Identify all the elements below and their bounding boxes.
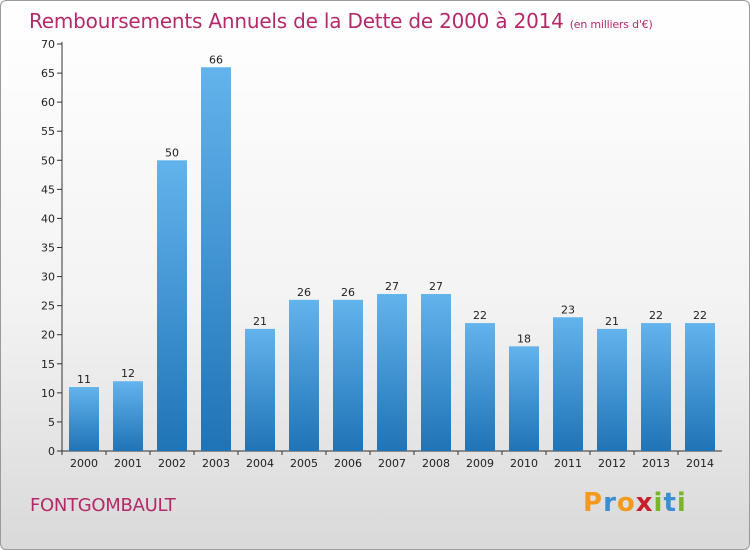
y-tick-label: 0	[48, 445, 55, 458]
x-axis: 2000 2001 2002 2003 2004 2005 2006 2007 2008 2009…	[61, 450, 722, 470]
bar	[201, 67, 231, 451]
x-tick-label: 2007	[378, 457, 406, 470]
y-tick-label: 70	[41, 38, 55, 51]
bar-value-label: 21	[605, 315, 619, 328]
bar-value-label: 66	[209, 53, 223, 66]
y-tick-label: 10	[41, 387, 55, 400]
bar	[333, 299, 363, 451]
bar	[157, 160, 187, 452]
x-tick-label: 2004	[246, 457, 274, 470]
commune-name: FONTGOMBAULT	[30, 495, 176, 516]
bar-value-label: 21	[253, 315, 267, 328]
x-tick-label: 2000	[70, 457, 98, 470]
y-tick-label: 30	[41, 271, 55, 284]
y-tick-label: 45	[41, 183, 55, 196]
bar	[465, 323, 495, 451]
bar-value-label: 27	[429, 280, 443, 293]
y-tick-label: 60	[41, 96, 55, 109]
x-tick-label: 2009	[466, 457, 494, 470]
bar	[509, 346, 539, 451]
bar	[597, 328, 627, 451]
proxiti-logo[interactable]: Proxiti	[583, 488, 687, 518]
logo-letter: o	[616, 488, 636, 518]
y-tick-label: 25	[41, 300, 55, 313]
x-tick-label: 2012	[598, 457, 626, 470]
x-tick-label: 2010	[510, 457, 538, 470]
bar-value-label: 27	[385, 280, 399, 293]
data-labels: 11 12 50 66 21 26 26 27 27 22 18 23 21 22 22	[77, 53, 707, 386]
bar	[69, 387, 99, 451]
bar	[113, 381, 143, 451]
y-tick-label: 55	[41, 125, 55, 138]
bar-value-label: 23	[561, 303, 575, 316]
y-axis: 0 5 10 15 20 25 30 35 40 45 50 55 60 65 70	[41, 38, 63, 458]
y-tick-label: 5	[48, 416, 55, 429]
bar	[289, 299, 319, 451]
logo-letter: x	[635, 488, 654, 518]
title-text: Remboursements Annuels de la Dette de 20…	[29, 9, 564, 33]
x-tick-label: 2005	[290, 457, 318, 470]
bar	[421, 294, 451, 451]
y-tick-label: 20	[41, 329, 55, 342]
title-unit: (en milliers d'€)	[569, 18, 653, 31]
x-tick-label: 2002	[158, 457, 186, 470]
bar	[641, 323, 671, 451]
y-tick-label: 50	[41, 154, 55, 167]
bar	[553, 317, 583, 451]
bars	[69, 67, 715, 452]
bar	[377, 294, 407, 451]
bar-value-label: 22	[693, 309, 707, 322]
bar-value-label: 12	[121, 367, 135, 380]
x-tick-label: 2001	[114, 457, 142, 470]
x-tick-label: 2014	[686, 457, 714, 470]
bar-value-label: 26	[341, 286, 355, 299]
x-tick-label: 2003	[202, 457, 230, 470]
logo-letter: r	[603, 488, 617, 518]
logo-letter: P	[583, 488, 604, 518]
x-tick-label: 2013	[642, 457, 670, 470]
x-tick-label: 2011	[554, 457, 582, 470]
x-tick-label: 2008	[422, 457, 450, 470]
bar-value-label: 18	[517, 332, 531, 345]
bar-value-label: 22	[473, 309, 487, 322]
bar-value-label: 11	[77, 373, 91, 386]
y-tick-label: 65	[41, 67, 55, 80]
bar	[685, 323, 715, 451]
logo-letter: i	[653, 488, 664, 518]
bar-value-label: 26	[297, 286, 311, 299]
y-tick-label: 35	[41, 242, 55, 255]
x-tick-label: 2006	[334, 457, 362, 470]
bar-value-label: 50	[165, 146, 179, 159]
logo-letter: i	[676, 488, 687, 518]
bar	[245, 328, 275, 451]
y-tick-label: 40	[41, 212, 55, 225]
logo-letter: t	[663, 488, 677, 518]
y-tick-label: 15	[41, 358, 55, 371]
chart-title: Remboursements Annuels de la Dette de 20…	[29, 9, 653, 33]
bar-value-label: 22	[649, 309, 663, 322]
